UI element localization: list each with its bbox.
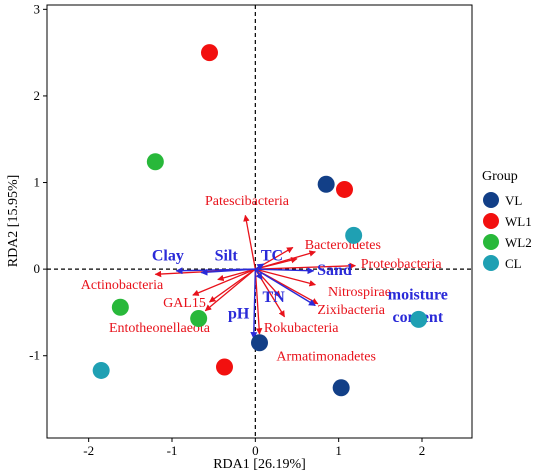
- sample-point-wl1: [336, 180, 353, 198]
- taxa-arrow: [192, 268, 256, 296]
- env-arrow: [200, 268, 256, 276]
- taxa-label: GAL15: [163, 296, 206, 311]
- env-label: Clay: [152, 247, 184, 264]
- taxa-arrow: [254, 269, 263, 335]
- sample-point-wl2: [111, 298, 129, 316]
- environment-arrows: ClaySiltTCSandTNmoisturecontentpH: [152, 247, 448, 340]
- x-tick-label: 2: [419, 443, 426, 458]
- y-tick-label: 3: [34, 1, 41, 16]
- taxa-label: Proteobacteria: [361, 257, 443, 272]
- env-arrow: [254, 268, 316, 307]
- y-tick-label: 2: [34, 88, 41, 103]
- taxa-label: Rokubacteria: [264, 321, 339, 336]
- taxa-arrow: [255, 268, 316, 287]
- x-tick-label: 1: [335, 443, 342, 458]
- legend-label: CL: [505, 256, 522, 271]
- legend: Group VL WL1 WL2 CL: [482, 169, 532, 271]
- sample-points: [92, 44, 428, 397]
- taxa-label: Entotheonellaeota: [109, 321, 211, 336]
- legend-label: VL: [505, 193, 522, 208]
- x-tick-label: -2: [83, 443, 94, 458]
- sample-point-wl1: [216, 358, 233, 376]
- taxa-label: Patescibacteria: [205, 194, 290, 209]
- sample-point-cl: [92, 361, 110, 379]
- legend-label: WL2: [505, 235, 532, 250]
- x-axis-ticks: -2 -1 0 1 2: [83, 438, 425, 458]
- legend-label: WL1: [505, 214, 532, 229]
- taxa-label: Actinobacteria: [81, 278, 164, 293]
- legend-swatch: [483, 255, 499, 271]
- taxa-arrows: Patescibacteria Bacteroidetes Proteobacter…: [81, 194, 443, 365]
- sample-point-vl: [251, 334, 268, 352]
- legend-title: Group: [482, 169, 518, 184]
- x-tick-label: 0: [252, 443, 259, 458]
- sample-point-vl: [317, 175, 335, 193]
- taxa-arrow: [217, 268, 256, 282]
- y-tick-label: -1: [29, 348, 40, 363]
- taxa-label: Bacteroidetes: [305, 238, 381, 253]
- plot-frame: [46, 4, 473, 439]
- env-arrow: [255, 267, 315, 275]
- y-tick-label: 0: [34, 261, 41, 276]
- sample-point-wl2: [146, 153, 164, 171]
- env-label: moisture: [388, 286, 448, 303]
- y-axis-label: RDA2 [15.95%]: [6, 175, 21, 268]
- taxa-arrow: [204, 268, 256, 312]
- env-label: Silt: [215, 247, 239, 264]
- legend-swatch: [483, 192, 499, 208]
- sample-point-cl: [410, 310, 428, 328]
- sample-point-wl2: [190, 309, 208, 327]
- env-label: TN: [263, 289, 286, 306]
- env-label: TC: [261, 247, 283, 264]
- legend-swatch: [483, 234, 499, 250]
- env-label: pH: [228, 305, 250, 322]
- taxa-arrow: [255, 262, 356, 270]
- env-label: Sand: [317, 262, 352, 279]
- env-arrow: [250, 269, 258, 340]
- env-arrow: [254, 268, 263, 281]
- taxa-label: Zixibacteria: [317, 303, 385, 318]
- x-tick-label: -1: [167, 443, 178, 458]
- taxa-label: Armatimonadetes: [276, 350, 376, 365]
- y-tick-label: 1: [34, 175, 41, 190]
- taxa-arrow: [208, 268, 256, 303]
- legend-swatch: [483, 213, 499, 229]
- y-axis-ticks: -1 0 1 2 3: [29, 1, 47, 363]
- x-axis-label: RDA1 [26.19%]: [213, 457, 306, 472]
- env-arrow: [254, 263, 265, 271]
- taxa-label: Nitrospirae: [328, 285, 391, 300]
- sample-point-vl: [332, 379, 350, 397]
- sample-point-wl1: [201, 44, 218, 62]
- taxa-arrow: [243, 214, 256, 270]
- sample-point-cl: [345, 226, 363, 244]
